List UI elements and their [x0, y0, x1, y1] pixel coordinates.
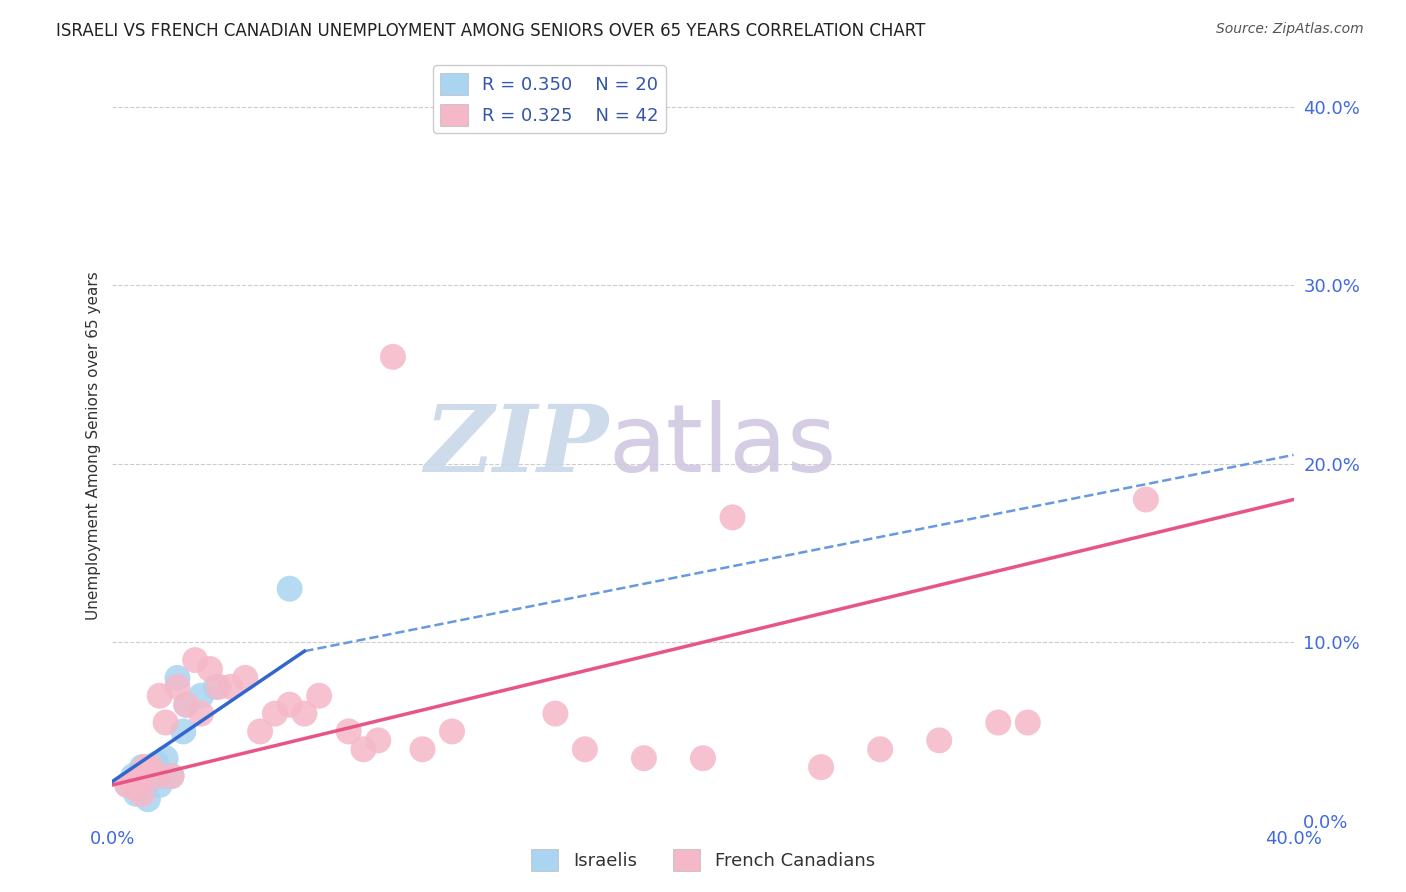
- Point: [131, 760, 153, 774]
- Point: [136, 764, 159, 778]
- Y-axis label: Unemployment Among Seniors over 65 years: Unemployment Among Seniors over 65 years: [86, 272, 101, 620]
- Point: [172, 724, 194, 739]
- Point: [382, 350, 405, 364]
- Point: [128, 769, 150, 783]
- Point: [146, 769, 169, 783]
- Point: [544, 706, 567, 721]
- Point: [278, 698, 301, 712]
- Point: [142, 769, 165, 783]
- Point: [134, 781, 156, 796]
- Point: [441, 724, 464, 739]
- Point: [1135, 492, 1157, 507]
- Point: [125, 787, 148, 801]
- Point: [190, 706, 212, 721]
- Text: ZIP: ZIP: [425, 401, 609, 491]
- Point: [136, 792, 159, 806]
- Point: [352, 742, 374, 756]
- Point: [174, 698, 197, 712]
- Legend: Israelis, French Canadians: Israelis, French Canadians: [524, 842, 882, 879]
- Point: [149, 689, 172, 703]
- Point: [308, 689, 330, 703]
- Point: [122, 774, 145, 789]
- Point: [692, 751, 714, 765]
- Text: Source: ZipAtlas.com: Source: ZipAtlas.com: [1216, 22, 1364, 37]
- Point: [367, 733, 389, 747]
- Point: [134, 760, 156, 774]
- Point: [205, 680, 228, 694]
- Point: [190, 689, 212, 703]
- Point: [233, 671, 256, 685]
- Point: [249, 724, 271, 739]
- Point: [131, 787, 153, 801]
- Point: [198, 662, 221, 676]
- Point: [166, 680, 188, 694]
- Legend: R = 0.350    N = 20, R = 0.325    N = 42: R = 0.350 N = 20, R = 0.325 N = 42: [433, 65, 665, 133]
- Point: [160, 769, 183, 783]
- Point: [1017, 715, 1039, 730]
- Point: [633, 751, 655, 765]
- Point: [155, 715, 177, 730]
- Point: [219, 680, 242, 694]
- Point: [139, 764, 162, 778]
- Point: [721, 510, 744, 524]
- Point: [337, 724, 360, 739]
- Point: [278, 582, 301, 596]
- Point: [208, 680, 231, 694]
- Point: [125, 781, 148, 796]
- Point: [117, 778, 138, 792]
- Point: [574, 742, 596, 756]
- Point: [139, 760, 162, 774]
- Point: [160, 769, 183, 783]
- Point: [869, 742, 891, 756]
- Point: [928, 733, 950, 747]
- Point: [155, 751, 177, 765]
- Point: [987, 715, 1010, 730]
- Point: [411, 742, 433, 756]
- Point: [264, 706, 287, 721]
- Point: [117, 778, 138, 792]
- Point: [122, 769, 145, 783]
- Point: [166, 671, 188, 685]
- Point: [810, 760, 832, 774]
- Text: atlas: atlas: [609, 400, 837, 492]
- Point: [149, 778, 172, 792]
- Point: [174, 698, 197, 712]
- Text: ISRAELI VS FRENCH CANADIAN UNEMPLOYMENT AMONG SENIORS OVER 65 YEARS CORRELATION : ISRAELI VS FRENCH CANADIAN UNEMPLOYMENT …: [56, 22, 925, 40]
- Point: [184, 653, 207, 667]
- Point: [146, 756, 169, 771]
- Point: [292, 706, 315, 721]
- Point: [152, 769, 174, 783]
- Point: [128, 774, 150, 789]
